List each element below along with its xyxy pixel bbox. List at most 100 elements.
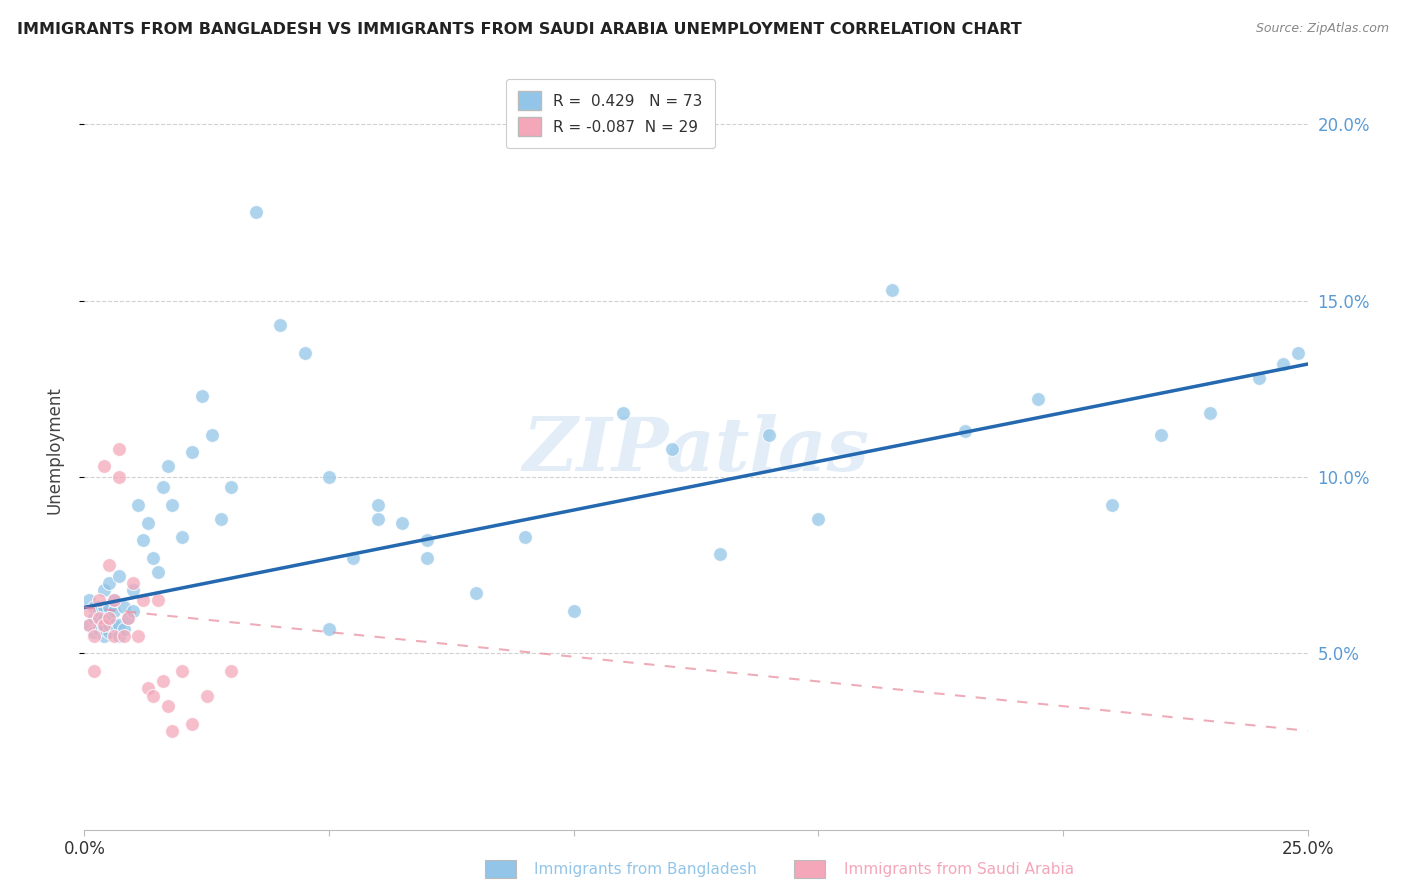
Point [117, 611, 139, 625]
Point [807, 512, 830, 526]
Point [661, 442, 683, 456]
Point [318, 470, 340, 484]
Point [1028, 392, 1050, 407]
Point [758, 427, 780, 442]
Point [181, 716, 204, 731]
Point [142, 551, 165, 566]
Point [93, 611, 115, 625]
Point [162, 498, 184, 512]
Point [83, 600, 105, 615]
Point [93, 622, 115, 636]
Point [107, 568, 129, 582]
Point [391, 516, 413, 530]
Point [112, 600, 135, 615]
Point [107, 629, 129, 643]
Point [107, 470, 129, 484]
Point [122, 604, 145, 618]
Point [146, 593, 169, 607]
Point [112, 629, 135, 643]
Point [1198, 406, 1220, 420]
Point [181, 445, 204, 459]
Point [77, 593, 100, 607]
Point [880, 283, 903, 297]
Point [416, 551, 439, 566]
Y-axis label: Unemployment: Unemployment [45, 386, 63, 515]
Point [87, 604, 110, 618]
Point [219, 664, 242, 678]
Point [1150, 427, 1173, 442]
Text: Immigrants from Bangladesh: Immigrants from Bangladesh [534, 863, 756, 877]
Point [107, 618, 129, 632]
Point [142, 689, 165, 703]
Point [103, 618, 125, 632]
Point [83, 664, 105, 678]
Point [136, 681, 159, 696]
Point [294, 346, 316, 360]
Point [269, 318, 291, 333]
Point [156, 459, 179, 474]
Point [103, 593, 125, 607]
Point [103, 629, 125, 643]
Point [191, 389, 214, 403]
Point [156, 699, 179, 714]
Point [83, 625, 105, 640]
Point [93, 618, 115, 632]
Point [245, 205, 267, 219]
Point [1247, 371, 1270, 385]
Point [77, 618, 100, 632]
Point [146, 565, 169, 579]
Point [122, 582, 145, 597]
Point [464, 586, 486, 600]
Point [127, 629, 149, 643]
Point [1272, 357, 1295, 371]
Point [709, 548, 731, 562]
Text: IMMIGRANTS FROM BANGLADESH VS IMMIGRANTS FROM SAUDI ARABIA UNEMPLOYMENT CORRELAT: IMMIGRANTS FROM BANGLADESH VS IMMIGRANTS… [17, 22, 1022, 37]
Point [97, 611, 120, 625]
Point [77, 618, 100, 632]
Point [107, 442, 129, 456]
Point [103, 604, 125, 618]
Point [97, 618, 120, 632]
Point [97, 600, 120, 615]
Point [87, 611, 110, 625]
Point [93, 582, 115, 597]
Point [97, 611, 120, 625]
Point [416, 533, 439, 548]
Point [953, 424, 976, 438]
Text: Source: ZipAtlas.com: Source: ZipAtlas.com [1256, 22, 1389, 36]
Point [117, 611, 139, 625]
Point [87, 618, 110, 632]
Point [97, 558, 120, 572]
Point [318, 622, 340, 636]
Point [562, 604, 585, 618]
Text: Immigrants from Saudi Arabia: Immigrants from Saudi Arabia [844, 863, 1074, 877]
Point [195, 689, 218, 703]
Point [83, 629, 105, 643]
Point [200, 427, 222, 442]
Point [83, 611, 105, 625]
Point [93, 459, 115, 474]
Point [87, 593, 110, 607]
Point [87, 611, 110, 625]
Point [122, 575, 145, 590]
Point [127, 498, 149, 512]
Point [97, 575, 120, 590]
Point [87, 600, 110, 615]
Point [132, 533, 155, 548]
Point [152, 674, 174, 689]
Point [1101, 498, 1123, 512]
Point [93, 629, 115, 643]
Point [87, 622, 110, 636]
Point [152, 481, 174, 495]
Point [103, 593, 125, 607]
Point [209, 512, 232, 526]
Point [612, 406, 634, 420]
Point [219, 481, 242, 495]
Point [93, 600, 115, 615]
Point [342, 551, 364, 566]
Point [77, 604, 100, 618]
Point [136, 516, 159, 530]
Point [172, 530, 194, 544]
Point [112, 622, 135, 636]
Point [367, 512, 389, 526]
